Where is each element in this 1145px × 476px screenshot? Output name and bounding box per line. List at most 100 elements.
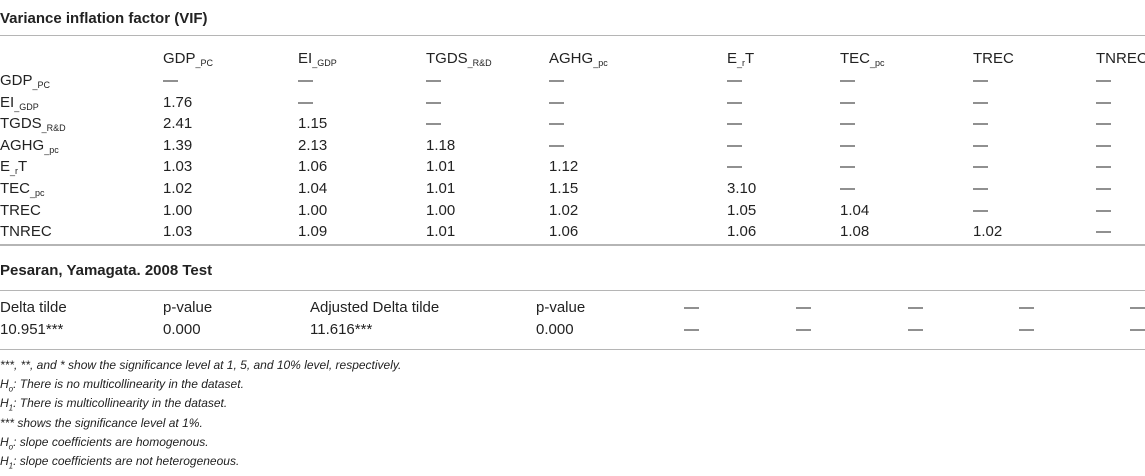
vif-cell: —	[727, 115, 742, 133]
vif-cell: —	[426, 115, 441, 133]
vif-column-header-subscript: _r	[737, 58, 746, 68]
vif-cell: —	[549, 93, 564, 111]
vif-row-label: EI_GDP	[0, 93, 39, 114]
vif-cell: —	[973, 180, 988, 197]
vif-row-label-base: AGHG	[0, 136, 45, 154]
vif-column-header-subscript: _PC	[195, 58, 214, 68]
py-title-rule	[0, 290, 1145, 291]
vif-cell: —	[727, 72, 742, 89]
py-value-cell: —	[1019, 321, 1034, 338]
py-value-cell: —	[684, 321, 699, 338]
vif-cell: —	[840, 180, 855, 197]
vif-column-header-base: AGHG	[549, 50, 594, 67]
vif-row-label-base: E	[0, 158, 11, 176]
py-header-cell: p-value	[163, 299, 213, 316]
vif-row-label-base: EI	[0, 93, 15, 111]
vif-column-header-base: EI	[298, 50, 313, 67]
vif-row-label-subscript: _pc	[30, 188, 45, 198]
vif-cell: —	[426, 72, 441, 89]
vif-row-label-base: TNREC	[0, 223, 52, 241]
vif-cell: 1.00	[426, 201, 456, 219]
vif-row-label: E_rT	[0, 157, 27, 178]
vif-cell: —	[973, 115, 988, 133]
note-hypothesis-symbol: H	[0, 434, 9, 449]
note-hypothesis-symbol: H	[0, 377, 9, 392]
vif-cell: 1.00	[163, 201, 193, 219]
vif-row-label-subscript: _pc	[44, 144, 59, 155]
vif-column-header-base: E	[727, 50, 738, 67]
vif-row-label-base: TEC	[0, 180, 30, 197]
vif-column-header-subscript: _pc	[593, 58, 608, 68]
vif-cell: —	[426, 93, 441, 111]
vif-cell: 1.01	[426, 180, 456, 197]
vif-row-label: TNREC	[0, 222, 52, 242]
note-text: ***, **, and * show the significance lev…	[0, 358, 402, 372]
py-header-cell: —	[684, 299, 699, 316]
py-header-cell: —	[1130, 299, 1145, 316]
vif-cell: —	[298, 72, 313, 89]
py-value-cell: 10.951***	[0, 321, 64, 338]
vif-column-header-base: TGDS	[426, 50, 468, 67]
vif-title: Variance inflation factor (VIF)	[0, 10, 208, 27]
vif-row-label: GDP_PC	[0, 71, 50, 92]
vif-bottom-rule	[0, 244, 1145, 246]
vif-column-header-subscript: _R&D	[467, 58, 492, 68]
vif-cell: 1.06	[298, 158, 328, 176]
table-note: H1: There is multicollinearity in the da…	[0, 396, 227, 412]
vif-cell: 1.76	[163, 93, 193, 111]
vif-row-label-subscript: _PC	[32, 80, 51, 90]
vif-cell: —	[973, 93, 988, 111]
py-value-cell: 0.000	[163, 321, 201, 338]
vif-column-header-base: TEC	[840, 50, 870, 67]
vif-cell: 2.13	[298, 136, 328, 154]
note-hypothesis-subscript: o	[8, 384, 14, 394]
vif-column-header-base: GDP	[163, 50, 196, 67]
py-header-cell: —	[796, 299, 811, 316]
vif-cell: —	[840, 72, 855, 89]
vif-column-header: TGDS_R&D	[426, 49, 492, 70]
table-note: Ho: slope coefficients are homogenous.	[0, 435, 209, 451]
vif-column-header: TEC_pc	[840, 49, 885, 70]
vif-row-label-subscript: _GDP	[14, 101, 39, 112]
py-value-cell: —	[908, 321, 923, 338]
py-header-cell: —	[1019, 299, 1034, 316]
vif-row-label-base: TGDS	[0, 115, 42, 133]
vif-cell: —	[1096, 158, 1111, 176]
vif-cell: 1.05	[727, 201, 757, 219]
vif-cell: —	[727, 158, 742, 176]
vif-cell: —	[840, 93, 855, 111]
py-header-cell: Delta tilde	[0, 299, 67, 316]
vif-cell: 1.00	[298, 201, 328, 219]
vif-column-header: TREC	[973, 49, 1014, 69]
vif-column-header-base: TNREC	[1096, 50, 1145, 67]
vif-cell: —	[549, 136, 564, 154]
vif-cell: —	[1096, 115, 1111, 133]
py-value-cell: —	[796, 321, 811, 338]
vif-cell: —	[727, 136, 742, 154]
vif-row-label-subscript: _r	[10, 166, 19, 177]
vif-column-header: EI_GDP	[298, 49, 337, 70]
table-note: ***, **, and * show the significance lev…	[0, 358, 401, 372]
note-hypothesis-subscript: o	[8, 442, 14, 452]
vif-column-header: TNREC	[1096, 49, 1145, 69]
vif-cell: —	[727, 93, 742, 111]
vif-cell: 1.08	[840, 223, 870, 241]
vif-cell: —	[840, 136, 855, 154]
vif-column-header-subscript: _GDP	[312, 58, 337, 68]
vif-cell: —	[549, 72, 564, 89]
vif-cell: —	[840, 115, 855, 133]
vif-row-label-base: TREC	[0, 201, 41, 219]
vif-cell: 1.09	[298, 223, 328, 241]
note-text: : slope coefficients are not heterogeneo…	[13, 454, 240, 468]
vif-cell: —	[840, 158, 855, 176]
vif-cell: 1.15	[298, 115, 328, 133]
vif-row-label-base: GDP	[0, 72, 33, 89]
py-header-cell: —	[908, 299, 923, 316]
vif-cell: 1.12	[549, 158, 579, 176]
note-hypothesis-subscript: 1	[8, 403, 14, 413]
note-text: *** shows the significance level at 1%.	[0, 415, 203, 430]
vif-cell: —	[163, 72, 178, 89]
vif-cell: 1.06	[549, 223, 579, 241]
py-value-cell: 11.616***	[310, 321, 373, 338]
vif-cell: 1.03	[163, 223, 193, 241]
